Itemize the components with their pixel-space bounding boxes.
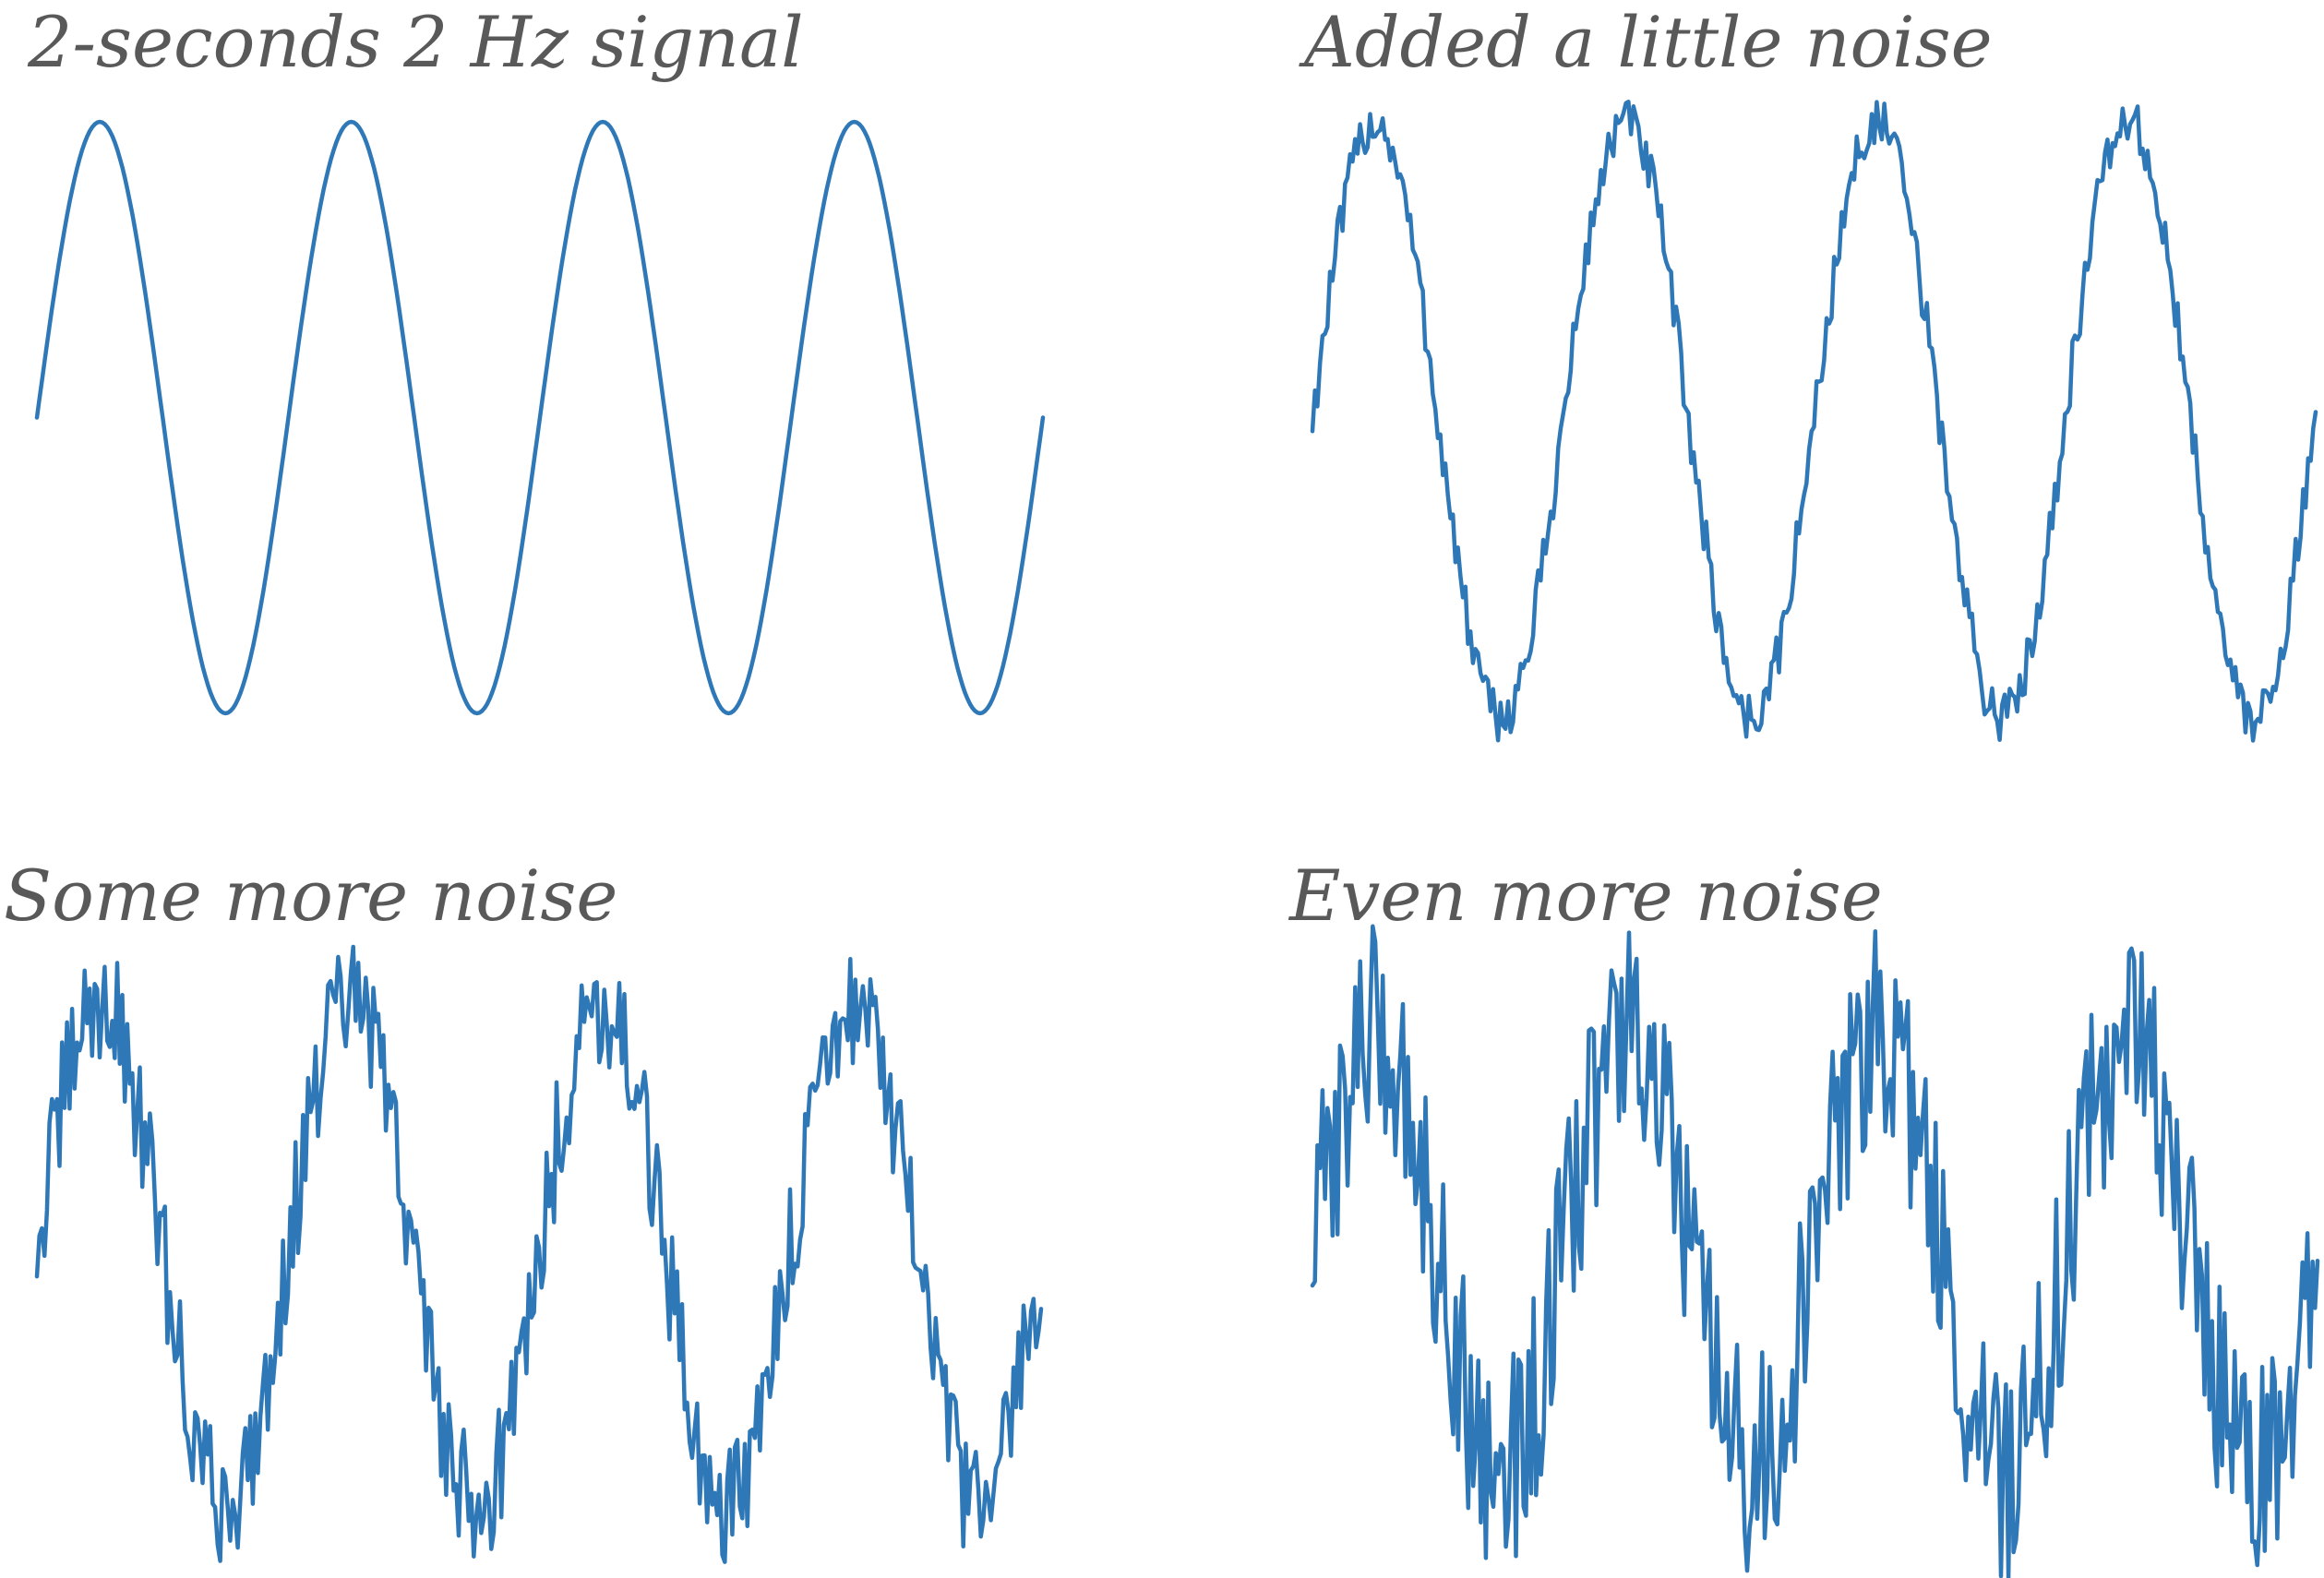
chart-panel-1: 2-seconds 2 Hz signal <box>0 0 1162 789</box>
chart-title-3: Some more noise <box>4 855 618 937</box>
chart-panel-4: Even more noise <box>1162 789 2324 1578</box>
chart-plot-3 <box>34 944 1044 1564</box>
signal-line-4 <box>1310 924 2320 1578</box>
chart-plot-2 <box>1310 100 2318 743</box>
chart-title-4: Even more noise <box>1289 855 1883 937</box>
chart-panel-2: Added a little noise <box>1162 0 2324 789</box>
signal-line-3 <box>34 944 1044 1564</box>
chart-title-1: 2-seconds 2 Hz signal <box>28 1 804 83</box>
signal-line-2 <box>1310 100 2318 743</box>
signal-line-1 <box>34 119 1046 716</box>
chart-title-2: Added a little noise <box>1304 1 1993 83</box>
chart-plot-1 <box>34 119 1046 716</box>
chart-plot-4 <box>1310 924 2320 1578</box>
chart-panel-3: Some more noise <box>0 789 1162 1578</box>
